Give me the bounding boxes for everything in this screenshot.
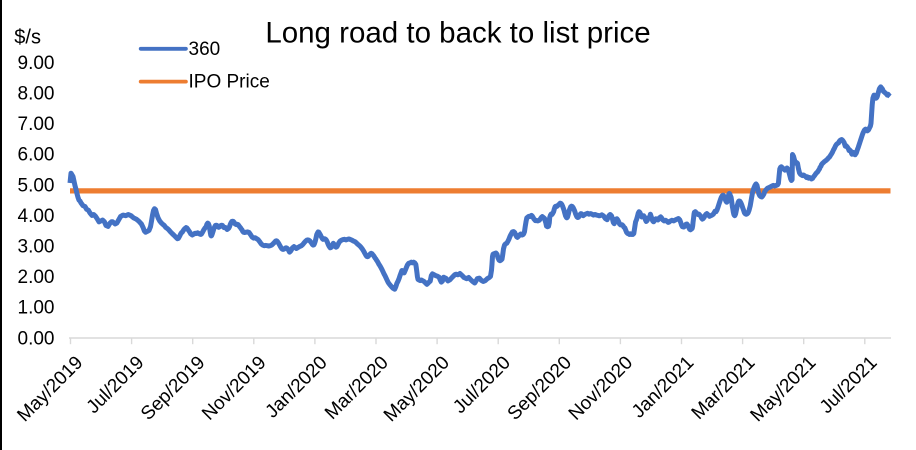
svg-text:Long road to back to list pric: Long road to back to list price [265, 17, 650, 50]
svg-text:4.00: 4.00 [18, 206, 55, 227]
svg-text:6.00: 6.00 [18, 145, 55, 166]
svg-text:9.00: 9.00 [18, 53, 55, 74]
svg-text:7.00: 7.00 [18, 114, 55, 135]
svg-text:$/s: $/s [14, 27, 41, 49]
svg-text:5.00: 5.00 [18, 175, 55, 196]
svg-text:3.00: 3.00 [18, 237, 55, 258]
svg-text:8.00: 8.00 [18, 84, 55, 105]
svg-text:360: 360 [189, 39, 221, 60]
svg-text:1.00: 1.00 [18, 298, 55, 319]
svg-text:2.00: 2.00 [18, 267, 55, 288]
svg-text:0.00: 0.00 [18, 328, 55, 349]
svg-text:IPO Price: IPO Price [189, 71, 270, 92]
